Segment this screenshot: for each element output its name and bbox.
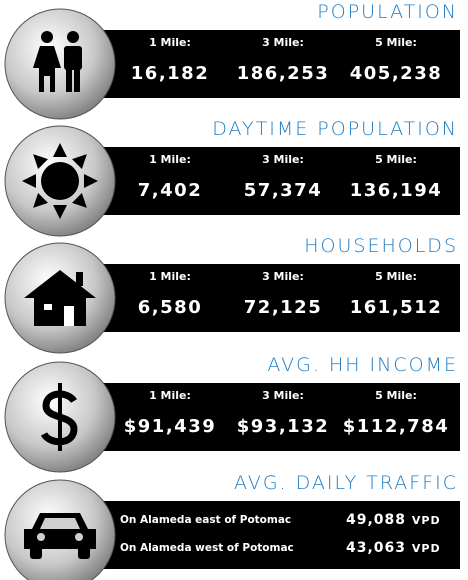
house-icon bbox=[4, 242, 116, 354]
row-label: On Alameda east of Potomac bbox=[120, 514, 292, 526]
section-title: HOUSEHOLDS bbox=[304, 235, 458, 257]
section-title: AVG. DAILY TRAFFIC bbox=[234, 472, 458, 494]
sun-ray bbox=[72, 154, 87, 169]
sun-ray bbox=[84, 174, 98, 188]
row-unit: VPD bbox=[411, 542, 441, 555]
column-label: 3 Mile: bbox=[262, 36, 304, 49]
black-bar bbox=[80, 147, 460, 215]
column-label: 3 Mile: bbox=[262, 270, 304, 283]
column-value: $93,132 bbox=[236, 416, 330, 437]
column-label: 1 Mile: bbox=[149, 389, 191, 402]
black-bar bbox=[80, 30, 460, 98]
column-label: 5 Mile: bbox=[375, 270, 417, 283]
row-value: 49,088 VPD bbox=[346, 512, 441, 528]
column-value: 16,182 bbox=[130, 63, 210, 84]
dollar-icon bbox=[4, 361, 116, 473]
sun-ray bbox=[33, 154, 48, 169]
sun-ray bbox=[33, 193, 48, 208]
column-label: 5 Mile: bbox=[375, 36, 417, 49]
column-label: 5 Mile: bbox=[375, 153, 417, 166]
section-title: POPULATION bbox=[317, 1, 458, 23]
black-bar bbox=[80, 501, 460, 569]
car-icon bbox=[4, 479, 116, 580]
column-value: 72,125 bbox=[243, 297, 323, 318]
people-icon bbox=[4, 8, 116, 120]
sun-ray bbox=[72, 193, 87, 208]
column-value: 6,580 bbox=[137, 297, 203, 318]
column-value: 7,402 bbox=[137, 180, 203, 201]
row-label: On Alameda west of Potomac bbox=[120, 542, 294, 554]
column-label: 5 Mile: bbox=[375, 389, 417, 402]
sun-ray bbox=[53, 205, 67, 219]
column-value: $112,784 bbox=[342, 416, 450, 437]
column-label: 1 Mile: bbox=[149, 36, 191, 49]
column-value: 186,253 bbox=[236, 63, 330, 84]
black-bar bbox=[80, 383, 460, 451]
row-value: 43,063 VPD bbox=[346, 540, 441, 556]
column-label: 3 Mile: bbox=[262, 153, 304, 166]
sun-ray bbox=[53, 143, 67, 157]
section-title: AVG. HH INCOME bbox=[267, 354, 458, 376]
section-title: DAYTIME POPULATION bbox=[212, 118, 458, 140]
column-value: $91,439 bbox=[123, 416, 217, 437]
column-value: 136,194 bbox=[349, 180, 443, 201]
column-label: 1 Mile: bbox=[149, 153, 191, 166]
column-label: 1 Mile: bbox=[149, 270, 191, 283]
black-bar bbox=[80, 264, 460, 332]
column-label: 3 Mile: bbox=[262, 389, 304, 402]
sun-icon bbox=[4, 125, 116, 237]
column-value: 161,512 bbox=[349, 297, 443, 318]
column-value: 405,238 bbox=[349, 63, 443, 84]
sun-ray bbox=[22, 174, 36, 188]
column-value: 57,374 bbox=[243, 180, 323, 201]
row-value-number: 49,088 bbox=[346, 512, 407, 528]
row-unit: VPD bbox=[411, 514, 441, 527]
row-value-number: 43,063 bbox=[346, 540, 407, 556]
